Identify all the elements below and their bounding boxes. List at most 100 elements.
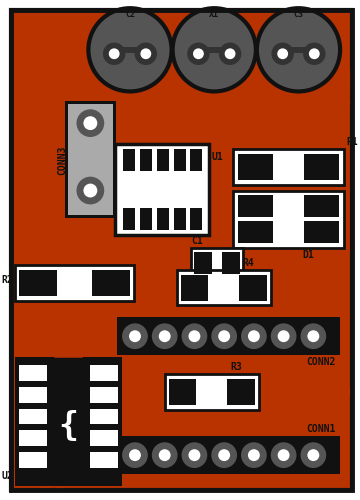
Bar xyxy=(19,408,47,424)
Text: C2: C2 xyxy=(125,10,135,19)
Circle shape xyxy=(218,330,230,342)
Bar xyxy=(157,149,168,171)
Bar xyxy=(238,154,273,180)
Bar xyxy=(190,149,202,171)
Circle shape xyxy=(189,330,201,342)
Circle shape xyxy=(122,324,148,349)
Bar xyxy=(305,222,339,243)
Circle shape xyxy=(309,48,320,59)
Text: R2: R2 xyxy=(1,275,13,285)
Circle shape xyxy=(241,442,267,468)
Text: CONN2: CONN2 xyxy=(306,357,335,367)
Circle shape xyxy=(248,449,260,461)
Bar xyxy=(19,452,47,468)
Circle shape xyxy=(301,442,326,468)
Bar xyxy=(227,379,255,404)
Circle shape xyxy=(301,324,326,349)
Bar xyxy=(194,252,212,274)
Bar xyxy=(123,149,135,171)
Bar xyxy=(117,318,340,355)
Bar xyxy=(93,270,130,295)
Circle shape xyxy=(193,48,204,59)
Bar xyxy=(181,275,208,300)
Circle shape xyxy=(271,324,297,349)
Bar xyxy=(90,408,118,424)
Circle shape xyxy=(181,442,207,468)
Circle shape xyxy=(103,42,125,65)
Bar xyxy=(90,430,118,446)
Polygon shape xyxy=(55,347,82,357)
Circle shape xyxy=(225,48,235,59)
Circle shape xyxy=(129,449,141,461)
Circle shape xyxy=(271,442,297,468)
Circle shape xyxy=(277,48,288,59)
Bar xyxy=(305,196,339,218)
Text: C1: C1 xyxy=(192,236,203,246)
Circle shape xyxy=(173,8,256,91)
Circle shape xyxy=(76,176,104,204)
Bar xyxy=(19,387,47,402)
Circle shape xyxy=(181,324,207,349)
Circle shape xyxy=(257,8,340,91)
Circle shape xyxy=(303,42,325,65)
Bar xyxy=(239,275,267,300)
Bar xyxy=(222,252,240,274)
Circle shape xyxy=(278,330,289,342)
Bar xyxy=(174,208,185,230)
Circle shape xyxy=(307,330,319,342)
Text: X1: X1 xyxy=(209,10,219,19)
Bar xyxy=(90,387,118,402)
Text: CONN1: CONN1 xyxy=(306,424,335,434)
Circle shape xyxy=(211,442,237,468)
Bar xyxy=(114,47,146,52)
Text: {: { xyxy=(58,410,78,443)
Circle shape xyxy=(135,42,157,65)
Bar xyxy=(19,270,57,295)
Bar xyxy=(238,222,273,243)
Circle shape xyxy=(187,42,210,65)
Circle shape xyxy=(89,8,172,91)
Circle shape xyxy=(109,48,120,59)
Bar xyxy=(64,102,116,218)
Bar xyxy=(140,208,152,230)
Bar xyxy=(177,270,271,306)
Bar xyxy=(165,374,259,410)
Text: R1: R1 xyxy=(346,137,358,147)
Circle shape xyxy=(159,449,171,461)
Bar xyxy=(123,208,135,230)
Circle shape xyxy=(84,116,97,130)
Circle shape xyxy=(307,449,319,461)
Circle shape xyxy=(84,184,97,198)
Circle shape xyxy=(278,449,289,461)
Bar xyxy=(233,149,344,184)
Circle shape xyxy=(122,442,148,468)
Circle shape xyxy=(159,330,171,342)
Bar xyxy=(238,196,273,218)
Bar xyxy=(198,47,230,52)
Bar xyxy=(140,149,152,171)
Bar xyxy=(19,365,47,381)
Circle shape xyxy=(140,48,151,59)
Circle shape xyxy=(248,330,260,342)
Bar xyxy=(168,379,197,404)
Text: C3: C3 xyxy=(293,10,303,19)
Bar xyxy=(115,144,209,235)
Circle shape xyxy=(189,449,201,461)
Bar xyxy=(15,265,134,300)
Bar xyxy=(15,357,122,486)
Bar xyxy=(68,104,113,216)
Circle shape xyxy=(219,42,241,65)
Circle shape xyxy=(241,324,267,349)
Text: U2: U2 xyxy=(1,471,13,481)
Circle shape xyxy=(76,110,104,137)
Bar xyxy=(283,47,314,52)
Bar xyxy=(192,248,243,278)
Bar xyxy=(305,154,339,180)
Bar xyxy=(157,208,168,230)
Bar xyxy=(117,436,340,474)
Text: R3: R3 xyxy=(230,362,242,372)
Bar xyxy=(19,430,47,446)
Bar xyxy=(90,365,118,381)
Text: CONN3: CONN3 xyxy=(58,145,68,174)
Circle shape xyxy=(211,324,237,349)
